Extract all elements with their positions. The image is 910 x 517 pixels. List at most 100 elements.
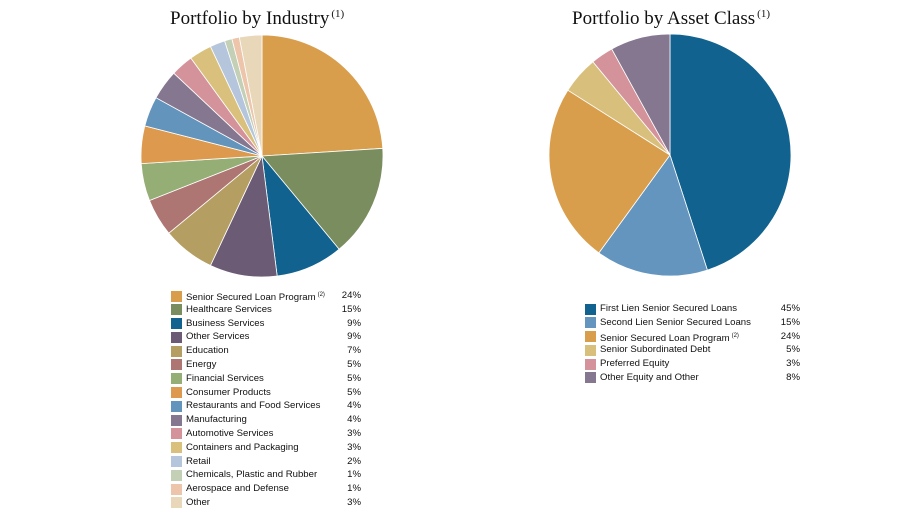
legend-swatch bbox=[171, 497, 182, 509]
legend-item: Senior Subordinated Debt 5% bbox=[585, 343, 800, 357]
asset-class-chart-title: Portfolio by Asset Class (1) bbox=[572, 8, 770, 30]
legend-value: 3% bbox=[347, 441, 361, 453]
legend-swatch bbox=[171, 345, 182, 357]
industry-chart-title: Portfolio by Industry (1) bbox=[170, 8, 344, 30]
legend-value: 24% bbox=[780, 330, 800, 342]
legend-label: Manufacturing bbox=[186, 414, 247, 426]
legend-item: Chemicals, Plastic and Rubber 1% bbox=[171, 468, 361, 482]
legend-label: Consumer Products bbox=[186, 386, 271, 398]
legend-value: 5% bbox=[347, 372, 361, 384]
legend-item: Other Services 9% bbox=[171, 330, 361, 344]
legend-value: 1% bbox=[347, 469, 361, 481]
legend-value: 15% bbox=[341, 303, 361, 315]
asset-class-title-text: Portfolio by Asset Class bbox=[572, 8, 756, 29]
legend-value: 5% bbox=[786, 344, 800, 356]
pie-slice-first-lien-senior-secured-loans bbox=[669, 33, 792, 271]
legend-swatch bbox=[171, 387, 182, 399]
legend-swatch bbox=[585, 331, 596, 343]
legend-value: 5% bbox=[347, 386, 361, 398]
legend-item: Energy 5% bbox=[171, 358, 361, 372]
legend-swatch bbox=[171, 290, 182, 302]
legend-swatch bbox=[171, 456, 182, 468]
legend-item: Restaurants and Food Services 4% bbox=[171, 399, 361, 413]
legend-value: 4% bbox=[347, 400, 361, 412]
legend-item: Business Services 9% bbox=[171, 317, 361, 331]
pie-slice-other bbox=[238, 34, 263, 157]
legend-swatch bbox=[585, 358, 596, 370]
legend-item: Containers and Packaging 3% bbox=[171, 441, 361, 455]
legend-value: 4% bbox=[347, 414, 361, 426]
legend-label: Retail bbox=[186, 455, 211, 467]
industry-title-note: (1) bbox=[331, 8, 345, 20]
legend-swatch bbox=[171, 428, 182, 440]
legend-swatch bbox=[171, 318, 182, 330]
legend-item: Other Equity and Other 8% bbox=[585, 371, 800, 385]
legend-label: Other Services bbox=[186, 331, 250, 343]
legend-swatch bbox=[171, 414, 182, 426]
legend-label: Education bbox=[186, 345, 229, 357]
legend-label: Containers and Packaging bbox=[186, 441, 299, 453]
legend-swatch bbox=[171, 304, 182, 316]
legend-swatch bbox=[171, 331, 182, 343]
legend-swatch bbox=[171, 400, 182, 412]
legend-value: 8% bbox=[786, 371, 800, 383]
industry-title-text: Portfolio by Industry bbox=[170, 8, 330, 29]
asset-class-pie bbox=[548, 33, 792, 277]
legend-swatch bbox=[171, 359, 182, 371]
legend-label: Second Lien Senior Secured Loans bbox=[600, 316, 751, 328]
legend-item: Senior Secured Loan Program (2) 24% bbox=[171, 289, 361, 303]
legend-item: Retail 2% bbox=[171, 455, 361, 469]
legend-swatch bbox=[171, 373, 182, 385]
pie-slice-senior-secured-loan-program bbox=[548, 89, 671, 254]
legend-swatch bbox=[585, 372, 596, 384]
legend-value: 5% bbox=[347, 358, 361, 370]
legend-value: 3% bbox=[347, 496, 361, 508]
legend-value: 1% bbox=[347, 483, 361, 495]
legend-swatch bbox=[585, 303, 596, 315]
legend-label: Automotive Services bbox=[186, 427, 274, 439]
legend-swatch bbox=[585, 317, 596, 329]
legend-item: Automotive Services 3% bbox=[171, 427, 361, 441]
legend-item: Healthcare Services 15% bbox=[171, 303, 361, 317]
legend-label: Business Services bbox=[186, 317, 265, 329]
pie-slice-healthcare-services bbox=[261, 147, 384, 250]
legend-value: 24% bbox=[341, 290, 361, 301]
legend-value: 15% bbox=[780, 316, 800, 328]
legend-label: Senior Secured Loan Program (2) bbox=[186, 292, 325, 303]
legend-item: Consumer Products 5% bbox=[171, 386, 361, 400]
asset-class-title-note: (1) bbox=[757, 8, 770, 20]
legend-value: 9% bbox=[347, 331, 361, 343]
industry-legend: Senior Secured Loan Program (2) 24% Healthc… bbox=[171, 289, 361, 510]
legend-item: Aerospace and Defense 1% bbox=[171, 482, 361, 496]
legend-swatch bbox=[585, 344, 596, 356]
legend-label-note: (2) bbox=[317, 292, 325, 298]
legend-label: Senior Secured Loan Program (2) bbox=[600, 332, 739, 344]
legend-swatch bbox=[171, 483, 182, 495]
legend-value: 7% bbox=[347, 345, 361, 357]
legend-item: Second Lien Senior Secured Loans 15% bbox=[585, 316, 800, 330]
legend-item: First Lien Senior Secured Loans 45% bbox=[585, 302, 800, 316]
legend-label: Other bbox=[186, 496, 210, 508]
legend-value: 2% bbox=[347, 455, 361, 467]
legend-item: Other 3% bbox=[171, 496, 361, 510]
legend-value: 45% bbox=[780, 303, 800, 314]
industry-pie bbox=[140, 34, 384, 278]
legend-value: 9% bbox=[347, 317, 361, 329]
legend-label: Restaurants and Food Services bbox=[186, 400, 321, 412]
legend-label: First Lien Senior Secured Loans bbox=[600, 303, 738, 314]
legend-label: Healthcare Services bbox=[186, 303, 272, 315]
legend-value: 3% bbox=[347, 427, 361, 439]
legend-value: 3% bbox=[786, 358, 800, 370]
legend-swatch bbox=[171, 442, 182, 454]
asset-class-legend: First Lien Senior Secured Loans 45% Second… bbox=[585, 302, 800, 385]
pie-slice-senior-secured-loan-program bbox=[261, 34, 384, 157]
legend-swatch bbox=[171, 469, 182, 481]
pie-slice-second-lien-senior-secured-loans bbox=[598, 154, 708, 277]
legend-label: Other Equity and Other bbox=[600, 371, 699, 383]
legend-label-note: (2) bbox=[731, 332, 739, 339]
legend-item: Education 7% bbox=[171, 344, 361, 358]
legend-label: Senior Subordinated Debt bbox=[600, 344, 711, 356]
legend-label: Energy bbox=[186, 358, 217, 370]
legend-item: Senior Secured Loan Program (2) 24% bbox=[585, 330, 800, 344]
pie-slice-other-equity-and-other bbox=[611, 33, 671, 156]
